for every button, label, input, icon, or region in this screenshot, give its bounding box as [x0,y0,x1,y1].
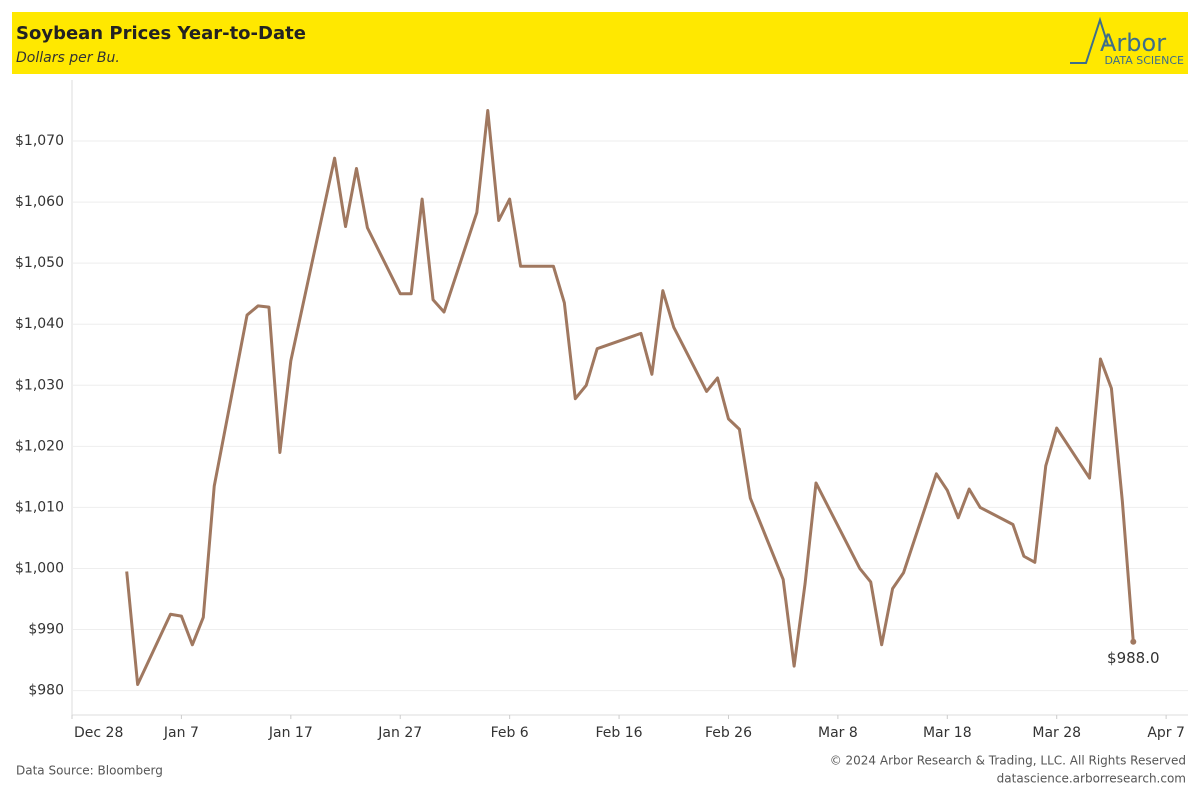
y-tick-label: $1,030 [15,377,64,393]
price-line [125,109,1135,686]
y-tick-label: $1,010 [15,499,64,515]
y-tick-label: $980 [28,683,64,699]
logo-mark [1070,16,1109,64]
y-tick-label: $1,050 [15,255,64,271]
chart-subtitle: Dollars per Bu. [16,50,120,66]
x-tick-label: Apr 7 [1147,725,1185,741]
x-tick-label: Jan 7 [163,725,199,741]
website-note: datascience.arborresearch.com [997,772,1186,786]
copyright-note: © 2024 Arbor Research & Trading, LLC. Al… [830,754,1186,768]
y-tick-label: $1,020 [15,438,64,454]
x-tick-label: Feb 16 [596,725,643,741]
x-tick-label: Dec 28 [74,725,123,741]
x-tick-label: Mar 28 [1032,725,1081,741]
data-label: $988.0 [1107,649,1160,667]
end-point [1130,638,1137,645]
y-tick-label: $1,000 [15,560,64,576]
y-tick-label: $1,070 [15,133,64,149]
logo-tagline: DATA SCIENCE [1104,54,1184,67]
y-tick-label: $1,060 [15,194,64,210]
chart-title: Soybean Prices Year-to-Date [16,23,306,44]
x-tick-label: Mar 18 [923,725,972,741]
x-tick-label: Feb 26 [705,725,752,741]
x-tick-label: Mar 8 [818,725,858,741]
x-tick-label: Jan 27 [377,725,422,741]
header-band [12,12,1188,74]
x-tick-label: Jan 17 [268,725,313,741]
y-tick-label: $990 [28,622,64,638]
x-tick-label: Feb 6 [491,725,529,741]
y-tick-label: $1,040 [15,316,64,332]
source-note: Data Source: Bloomberg [16,764,163,778]
logo-name: Arbor [1100,29,1166,57]
